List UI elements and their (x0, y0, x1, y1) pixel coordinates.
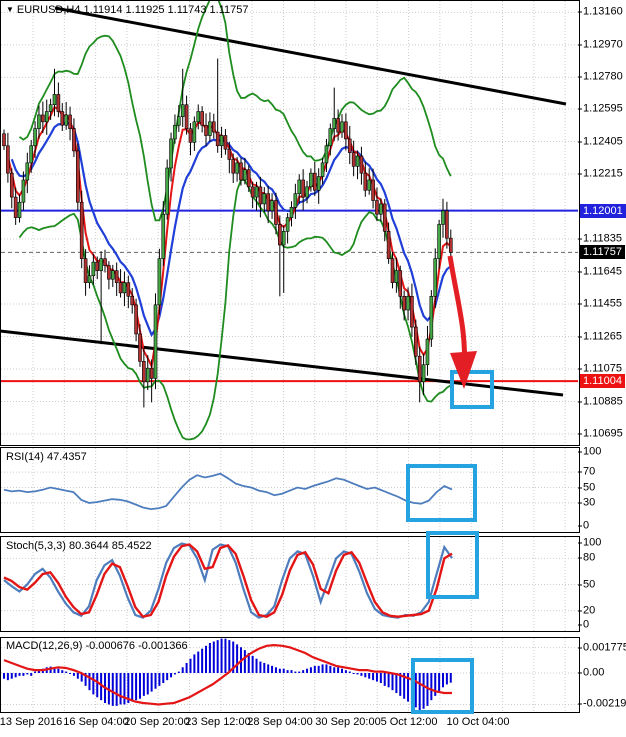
price-axis-label: 1.12215 (578, 168, 623, 181)
time-axis-label: 23 Sep 12:00 (185, 716, 251, 728)
chart-title-text: EURUSD,H4 1.11914 1.11925 1.11743 1.1175… (16, 4, 249, 16)
price-axis-label: 1.10885 (578, 395, 623, 408)
time-axis-label: 13 Sep 2016 (0, 716, 63, 728)
price-axis-label: 1.13160 (578, 6, 623, 19)
main-price-chart[interactable] (0, 0, 580, 446)
macd-axis-label: 0.001775 (578, 641, 626, 654)
price-axis-label-level_blue: 1.12001 (580, 203, 626, 218)
price-axis-label: 1.11265 (578, 330, 622, 343)
time-axis-label: 20 Sep 20:00 (124, 716, 190, 728)
price-axis-label: 1.12970 (578, 38, 623, 51)
macd-axis-label: 0.00 (578, 667, 604, 680)
rsi-axis-label: 30 (578, 496, 595, 509)
price-axis-label: 1.11075 (578, 363, 622, 376)
rsi-indicator-label: RSI(14) 47.4357 (6, 451, 87, 463)
stoch-axis-label: 100 (578, 537, 601, 550)
time-axis-label: 16 Sep 04:00 (63, 716, 129, 728)
price-axis-label: 1.12405 (578, 135, 623, 148)
stoch-axis-label: 50 (578, 578, 595, 591)
rsi-axis-label: 0 (578, 520, 589, 533)
price-axis-label: 1.12595 (578, 103, 623, 116)
price-axis-label: 1.11455 (578, 298, 622, 311)
chart-title: ▼ EURUSD,H4 1.11914 1.11925 1.11743 1.117… (6, 4, 249, 16)
price-axis-label: 1.12780 (578, 71, 623, 84)
price-axis-label: 1.11835 (578, 233, 622, 246)
price-axis-label: 1.11645 (578, 265, 622, 278)
time-axis-label: 30 Sep 20:00 (315, 716, 381, 728)
time-axis-label: 5 Oct 12:00 (380, 716, 438, 728)
rsi-axis-label: 50 (578, 481, 595, 494)
price-axis-label-last_price_black: 1.11757 (580, 245, 625, 260)
rsi-axis-label: 100 (578, 446, 601, 459)
rsi-axis-label: 70 (578, 466, 595, 479)
stoch-axis-label: 20 (578, 604, 595, 617)
chart-dropdown-icon[interactable]: ▼ (6, 5, 14, 14)
stoch-axis-label: 0 (578, 619, 589, 632)
stoch-indicator-label: Stoch(5,3,3) 80.3644 85.4522 (6, 540, 152, 552)
macd-indicator-label: MACD(12,26,9) -0.000676 -0.001366 (6, 640, 188, 652)
time-axis-label: 10 Oct 04:00 (446, 716, 510, 728)
rsi-panel[interactable] (0, 447, 580, 533)
stoch-panel[interactable] (0, 536, 580, 632)
macd-axis-label: -0.002199 (578, 698, 626, 711)
price-axis-label-level_red: 1.11004 (580, 374, 625, 389)
time-axis-label: 28 Sep 04:00 (247, 716, 313, 728)
macd-panel[interactable] (0, 637, 580, 713)
price-axis-label: 1.10695 (578, 428, 623, 441)
stoch-axis-label: 80 (578, 552, 595, 565)
